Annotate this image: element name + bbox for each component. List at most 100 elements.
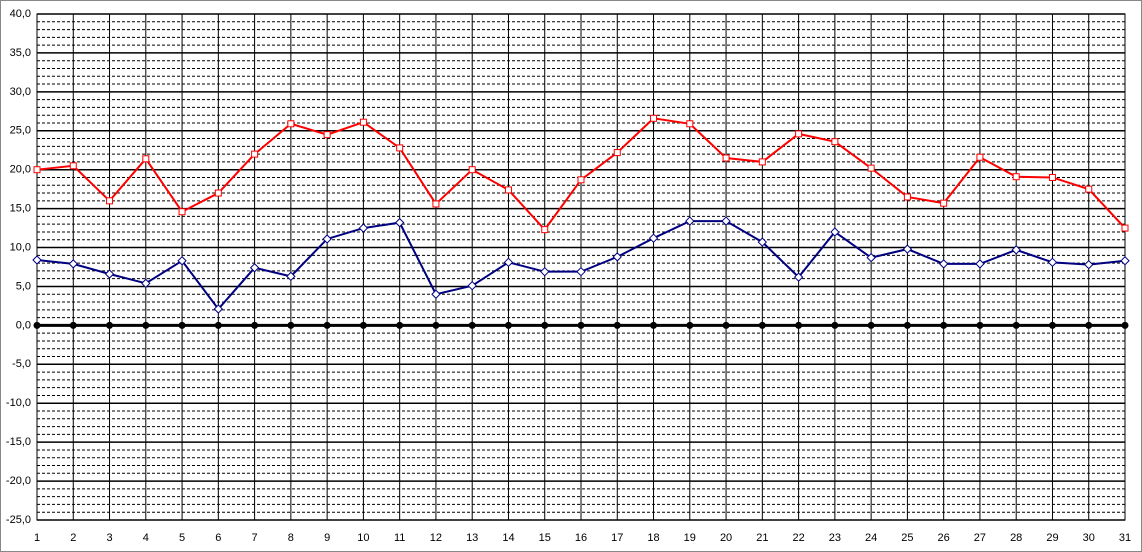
x-tick-label: 28 bbox=[1010, 532, 1022, 544]
marker bbox=[396, 321, 404, 329]
y-tick-label: 20,0 bbox=[10, 164, 31, 176]
marker bbox=[69, 321, 77, 329]
marker bbox=[541, 226, 549, 234]
marker bbox=[249, 263, 260, 273]
marker bbox=[106, 321, 114, 329]
marker bbox=[323, 321, 331, 329]
marker bbox=[612, 252, 622, 262]
marker bbox=[141, 278, 151, 289]
marker bbox=[903, 321, 911, 329]
marker bbox=[432, 200, 440, 208]
marker bbox=[68, 259, 78, 269]
y-tick-label: 5,0 bbox=[16, 280, 31, 292]
x-tick-label: 2 bbox=[70, 532, 76, 544]
marker bbox=[1121, 224, 1129, 232]
x-tick-label: 22 bbox=[792, 532, 804, 544]
marker bbox=[1120, 256, 1130, 266]
x-tick-label: 27 bbox=[974, 532, 986, 544]
marker bbox=[613, 149, 621, 157]
x-tick-label: 30 bbox=[1083, 532, 1095, 544]
x-tick-label: 13 bbox=[466, 532, 478, 544]
x-tick-label: 29 bbox=[1046, 532, 1058, 544]
y-tick-label: 10,0 bbox=[10, 241, 31, 253]
x-tick-label: 8 bbox=[288, 532, 294, 544]
y-tick-label: 40,0 bbox=[10, 8, 31, 20]
marker bbox=[503, 257, 514, 268]
y-tick-label: -10,0 bbox=[6, 397, 31, 409]
x-tick-label: 24 bbox=[865, 532, 877, 544]
marker bbox=[177, 256, 187, 266]
marker bbox=[359, 321, 367, 329]
marker bbox=[867, 321, 875, 329]
marker bbox=[69, 162, 77, 170]
marker bbox=[650, 321, 658, 329]
marker bbox=[1121, 321, 1129, 329]
marker bbox=[431, 289, 441, 299]
marker bbox=[721, 216, 731, 226]
marker bbox=[178, 208, 186, 216]
marker bbox=[940, 321, 948, 329]
marker bbox=[686, 120, 694, 128]
marker bbox=[33, 166, 41, 174]
marker bbox=[504, 186, 512, 194]
marker bbox=[213, 304, 224, 314]
y-tick-label: 0,0 bbox=[16, 319, 31, 331]
marker bbox=[648, 233, 659, 243]
marker bbox=[214, 189, 222, 197]
marker bbox=[757, 237, 768, 247]
marker bbox=[831, 321, 839, 329]
x-tick-label: 19 bbox=[684, 532, 696, 544]
marker bbox=[867, 164, 875, 172]
y-tick-label: 35,0 bbox=[10, 47, 31, 59]
marker bbox=[396, 144, 404, 152]
marker bbox=[178, 321, 186, 329]
marker bbox=[468, 321, 476, 329]
plot-border bbox=[36, 13, 1126, 521]
marker bbox=[976, 321, 984, 329]
marker bbox=[1084, 259, 1094, 270]
marker bbox=[467, 280, 477, 291]
marker bbox=[940, 199, 948, 207]
marker bbox=[1012, 321, 1020, 329]
marker bbox=[1012, 173, 1020, 181]
marker bbox=[142, 155, 150, 163]
x-tick-label: 16 bbox=[575, 532, 587, 544]
x-tick-label: 25 bbox=[901, 532, 913, 544]
marker bbox=[795, 130, 803, 138]
y-tick-label: -25,0 bbox=[6, 514, 31, 526]
marker bbox=[866, 252, 876, 263]
marker bbox=[793, 272, 804, 282]
marker bbox=[286, 271, 296, 282]
x-tick-label: 23 bbox=[829, 532, 841, 544]
x-tick-label: 21 bbox=[756, 532, 768, 544]
x-tick-label: 26 bbox=[938, 532, 950, 544]
marker bbox=[251, 150, 259, 158]
y-tick-label: -15,0 bbox=[6, 436, 31, 448]
marker bbox=[323, 131, 331, 139]
x-tick-label: 10 bbox=[357, 532, 369, 544]
marker bbox=[1085, 185, 1093, 193]
marker bbox=[468, 166, 476, 174]
marker bbox=[1047, 257, 1058, 268]
x-tick-label: 14 bbox=[502, 532, 514, 544]
marker bbox=[830, 227, 840, 237]
marker bbox=[1085, 321, 1093, 329]
marker bbox=[322, 234, 332, 244]
marker bbox=[142, 321, 150, 329]
marker bbox=[104, 269, 115, 279]
marker bbox=[540, 266, 550, 277]
marker bbox=[358, 223, 369, 233]
x-tick-label: 7 bbox=[252, 532, 258, 544]
x-tick-label: 1 bbox=[34, 532, 40, 544]
marker bbox=[902, 244, 913, 254]
marker bbox=[541, 321, 549, 329]
x-tick-label: 5 bbox=[179, 532, 185, 544]
x-tick-label: 4 bbox=[143, 532, 149, 544]
marker bbox=[938, 259, 949, 269]
marker bbox=[831, 138, 839, 146]
marker bbox=[722, 321, 730, 329]
marker bbox=[504, 321, 512, 329]
